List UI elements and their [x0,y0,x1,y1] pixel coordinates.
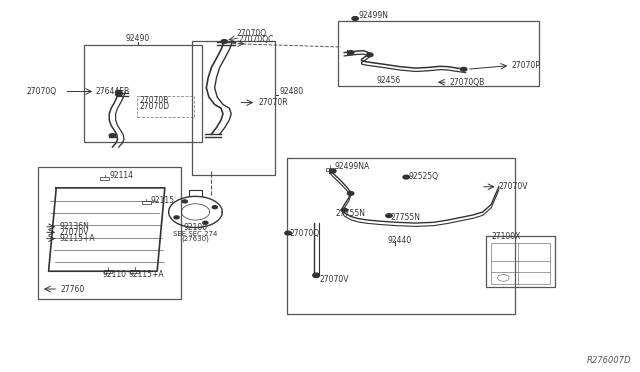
Text: 92499NA: 92499NA [335,162,370,171]
Bar [104,270,113,273]
Circle shape [109,134,116,137]
Text: 92480: 92480 [280,87,304,96]
Circle shape [182,200,188,203]
Circle shape [341,208,348,212]
Text: 27070V: 27070V [499,182,528,191]
Circle shape [174,216,179,219]
Circle shape [203,221,208,224]
Bar [84,45,202,141]
Text: (27630): (27630) [182,235,209,242]
Text: 92490: 92490 [126,34,150,43]
Bar [100,177,109,180]
Circle shape [285,231,291,235]
Text: 92136N: 92136N [60,222,90,231]
Bar [287,158,515,314]
Bar [131,270,140,273]
Text: 27070R: 27070R [258,98,287,107]
Text: 27070Q: 27070Q [237,29,267,38]
Text: 27070QB: 27070QB [450,78,485,87]
Circle shape [403,175,410,179]
Text: 27070Q: 27070Q [289,229,319,238]
Circle shape [212,206,218,209]
Text: 92115+A: 92115+A [60,234,95,243]
Bar [38,167,181,299]
Circle shape [221,39,227,43]
Circle shape [348,51,354,54]
Text: 92525Q: 92525Q [408,171,438,180]
Text: 27070P: 27070P [511,61,540,70]
Circle shape [116,90,122,94]
Bar [137,96,194,118]
Text: 27070R: 27070R [140,96,170,105]
Bar [338,21,539,86]
Text: 92115: 92115 [151,196,175,205]
Bar [486,235,555,287]
Text: 27755N: 27755N [390,213,420,222]
Circle shape [313,274,319,278]
Text: 92115+A: 92115+A [129,270,164,279]
Text: 92499N: 92499N [358,12,388,20]
Text: 27070QC: 27070QC [238,35,274,44]
Text: R276007D: R276007D [587,356,632,365]
Text: 92100: 92100 [184,224,207,232]
Text: 27644EB: 27644EB [95,87,129,96]
Bar [326,168,335,171]
Text: 27070Q: 27070Q [27,87,57,96]
Text: 92456: 92456 [376,76,401,85]
Bar [142,201,151,204]
Bar [192,41,275,175]
Circle shape [461,67,467,71]
Text: 27755N: 27755N [336,209,366,218]
Circle shape [367,53,373,57]
Circle shape [116,93,122,96]
Circle shape [330,169,336,173]
Text: 92110: 92110 [103,270,127,279]
Circle shape [313,273,319,277]
Text: 27070D: 27070D [140,102,170,111]
Text: 27070V: 27070V [60,228,89,237]
Circle shape [386,214,392,218]
Text: SEE SEC.274: SEE SEC.274 [173,231,218,237]
Bar [491,243,550,284]
Text: 92114: 92114 [109,171,133,180]
Text: 27070V: 27070V [320,275,349,284]
Text: 27100X: 27100X [491,232,520,241]
Circle shape [352,17,358,20]
Circle shape [348,192,354,195]
Text: 27760: 27760 [60,285,84,294]
Text: 92440: 92440 [387,237,412,246]
